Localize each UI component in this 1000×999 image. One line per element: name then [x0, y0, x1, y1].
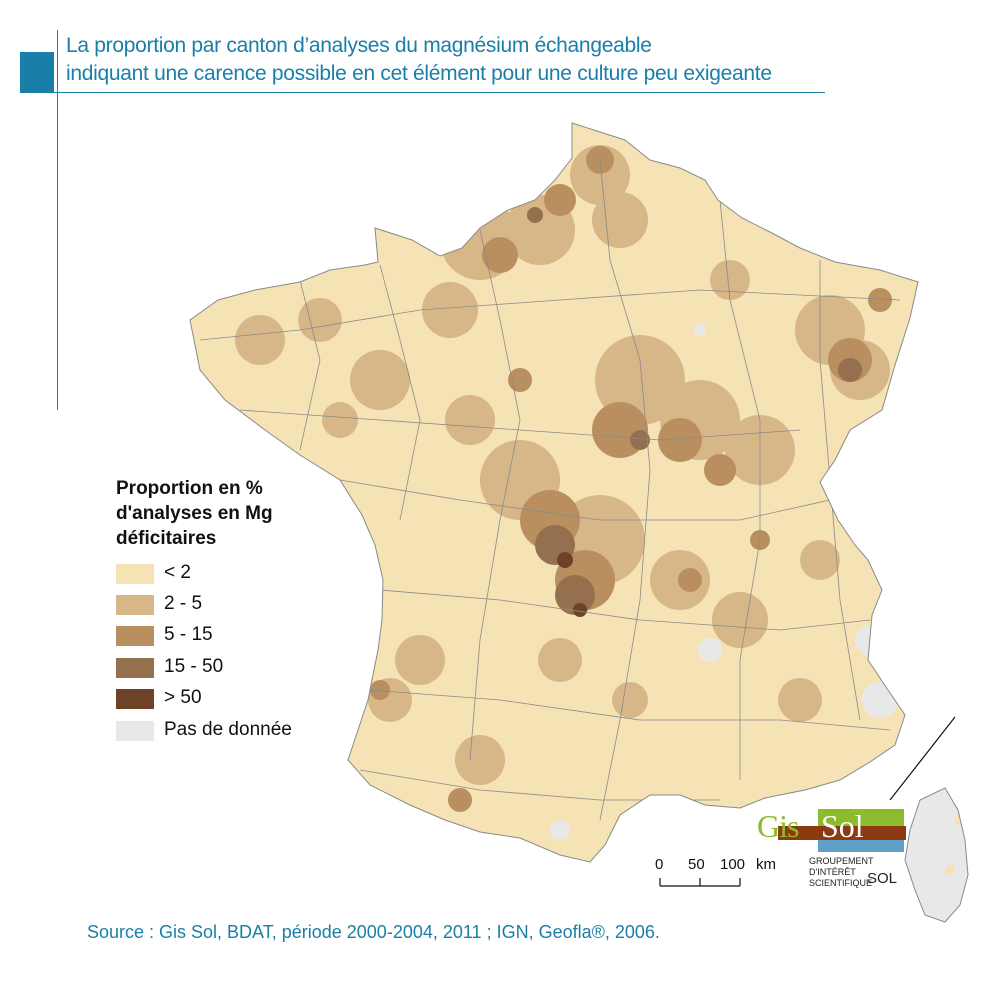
legend-label: > 50 — [164, 687, 202, 708]
map-title-line-1: La proportion par canton d’analyses du m… — [66, 34, 652, 57]
logo-sol-text: Sol — [821, 808, 864, 844]
legend-title-line: déficitaires — [116, 528, 217, 549]
logo-green-bar — [818, 809, 904, 829]
legend-swatch — [116, 721, 154, 741]
header-vertical-rule — [57, 30, 58, 410]
legend-swatch — [116, 626, 154, 646]
legend-label: < 2 — [164, 562, 191, 583]
corsica-leader-line — [889, 716, 956, 801]
logo-text-line: SOL — [867, 870, 898, 887]
logo-text-line: GROUPEMENT — [809, 856, 874, 866]
title-accent-block — [20, 52, 54, 92]
gis-sol-logo: Gis Sol GROUPEMENT D'INTÉRÊT SCIENTIFIQU… — [757, 808, 907, 890]
legend-label: 5 - 15 — [164, 624, 213, 645]
class-15-50-patches — [527, 207, 862, 615]
corsica-patch — [945, 865, 955, 875]
class-over-50-patches — [557, 552, 587, 617]
logo-brown-bar — [778, 826, 906, 840]
logo-text-line: SCIENTIFIQUE — [809, 878, 873, 888]
scale-tick-label: 0 — [655, 856, 664, 873]
logo-text-line: D'INTÉRÊT — [809, 867, 856, 877]
logo-gis-text: Gis — [757, 808, 799, 844]
corsica-fill — [905, 788, 968, 922]
map-title-line-2: indiquant une carence possible en cet él… — [66, 62, 772, 85]
legend-swatch — [116, 595, 154, 615]
logo-blue-bar — [818, 840, 904, 852]
legend-title-line: d'analyses en Mg — [116, 503, 273, 524]
scale-bar — [659, 878, 741, 887]
scale-tick-label: 50 — [688, 856, 705, 873]
legend-label: 2 - 5 — [164, 593, 203, 614]
legend-label: Pas de donnée — [164, 719, 292, 740]
legend-swatch — [116, 658, 154, 678]
legend-swatch — [116, 564, 154, 584]
scale-unit-label: km — [756, 856, 776, 873]
legend-label: 15 - 50 — [164, 656, 224, 677]
legend-title: Proportion en % d'analyses en Mg déficit… — [116, 476, 273, 551]
source-note: Source : Gis Sol, BDAT, période 2000-200… — [87, 922, 660, 942]
header-rule — [20, 92, 825, 93]
legend-swatch — [116, 689, 154, 709]
scale-tick-label: 100 — [720, 856, 746, 873]
legend-title-line: Proportion en % — [116, 478, 263, 499]
